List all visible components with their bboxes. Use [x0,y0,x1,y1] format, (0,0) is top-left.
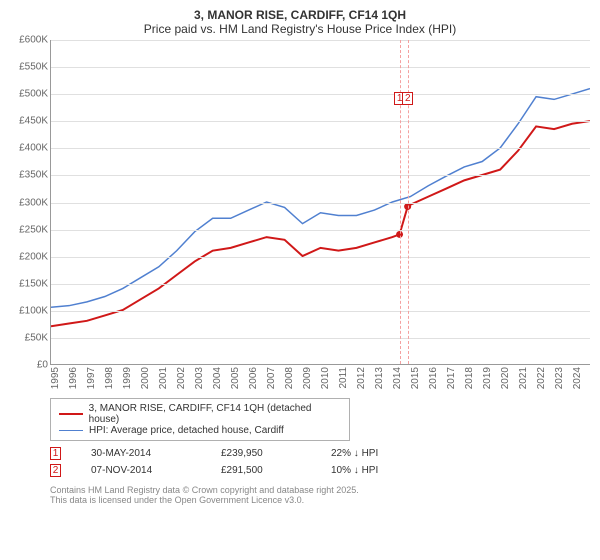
grid-line [51,175,590,176]
y-tick-label: £250K [19,224,48,235]
y-tick-label: £300K [19,197,48,208]
y-tick-label: £550K [19,62,48,73]
legend-row: HPI: Average price, detached house, Card… [59,425,341,436]
chart-container: 3, MANOR RISE, CARDIFF, CF14 1QH Price p… [0,0,600,560]
grid-line [51,257,590,258]
legend-swatch [59,430,83,432]
x-tick-label: 2022 [536,367,547,389]
marker-label: 2 [402,92,413,105]
y-tick-label: £50K [25,332,48,343]
legend: 3, MANOR RISE, CARDIFF, CF14 1QH (detach… [50,398,350,441]
y-axis: £0£50K£100K£150K£200K£250K£300K£350K£400… [10,40,50,365]
x-tick-label: 1995 [50,367,61,389]
x-tick-label: 2005 [230,367,241,389]
x-axis: 1995 1996 1997 1998 1999 2000 2001 2002 2003 2004… [50,365,590,395]
transaction-date: 30-MAY-2014 [91,448,191,459]
y-tick-label: £150K [19,278,48,289]
x-tick-label: 2014 [392,367,403,389]
x-tick-label: 2010 [320,367,331,389]
x-tick-label: 2003 [194,367,205,389]
x-tick-label: 2017 [446,367,457,389]
grid-line [51,40,590,41]
x-tick-label: 2013 [374,367,385,389]
transaction-row: 1 30-MAY-2014 £239,950 22% ↓ HPI [50,447,590,460]
grid-line [51,148,590,149]
chart-area: £0 £50K £100K £150K £200K £250K £300K £350K £400… [10,40,590,395]
legend-label: HPI: Average price, detached house, Card… [89,425,284,436]
transaction-diff: 22% ↓ HPI [331,448,431,459]
x-tick-label: 2021 [518,367,529,389]
chart-title: 3, MANOR RISE, CARDIFF, CF14 1QH [10,8,590,22]
x-tick-label: 2020 [500,367,511,389]
grid-line [51,311,590,312]
transaction-row: 2 07-NOV-2014 £291,500 10% ↓ HPI [50,464,590,477]
x-tick-label: 2008 [284,367,295,389]
footer-attribution: Contains HM Land Registry data © Crown c… [50,485,590,505]
y-tick-label: £200K [19,251,48,262]
transaction-price: £239,950 [221,448,301,459]
transactions-table: 1 30-MAY-2014 £239,950 22% ↓ HPI 2 07-NOV-201… [50,447,590,477]
y-tick-label: £100K [19,305,48,316]
x-tick-label: 2018 [464,367,475,389]
grid-line [51,230,590,231]
transaction-price: £291,500 [221,465,301,476]
x-tick-label: 2002 [176,367,187,389]
plot-region: 12 [50,40,590,365]
marker-dash [400,40,401,364]
series-line-price_paid [51,121,590,326]
legend-label: 3, MANOR RISE, CARDIFF, CF14 1QH (detach… [89,403,341,425]
x-tick-label: 1996 [68,367,79,389]
footer-line1: Contains HM Land Registry data © Crown c… [50,485,590,495]
x-tick-label: 2024 [572,367,583,389]
x-tick-label: 2019 [482,367,493,389]
legend-swatch [59,413,83,415]
legend-row: 3, MANOR RISE, CARDIFF, CF14 1QH (detach… [59,403,341,425]
x-tick-label: 1997 [86,367,97,389]
transaction-diff: 10% ↓ HPI [331,465,431,476]
y-tick-label: £400K [19,143,48,154]
grid-line [51,338,590,339]
x-tick-label: 2009 [302,367,313,389]
x-tick-label: 2016 [428,367,439,389]
grid-line [51,203,590,204]
x-tick-label: 2001 [158,367,169,389]
x-tick-label: 2006 [248,367,259,389]
grid-line [51,284,590,285]
x-tick-label: 2004 [212,367,223,389]
x-tick-label: 2015 [410,367,421,389]
x-tick-label: 2007 [266,367,277,389]
x-tick-label: 2000 [140,367,151,389]
marker-dash [408,40,409,364]
y-tick-label: £500K [19,89,48,100]
chart-subtitle: Price paid vs. HM Land Registry's House … [10,22,590,36]
y-tick-label: £0 [37,360,48,371]
x-tick-label: 2023 [554,367,565,389]
x-tick-label: 2011 [338,367,349,389]
transaction-num: 1 [50,447,61,460]
transaction-num: 2 [50,464,61,477]
x-tick-label: 2012 [356,367,367,389]
footer-line2: This data is licensed under the Open Gov… [50,495,590,505]
y-tick-label: £450K [19,116,48,127]
grid-line [51,94,590,95]
transaction-date: 07-NOV-2014 [91,465,191,476]
y-tick-label: £600K [19,35,48,46]
x-tick-label: 1999 [122,367,133,389]
x-tick-label: 1998 [104,367,115,389]
grid-line [51,67,590,68]
y-tick-label: £350K [19,170,48,181]
grid-line [51,121,590,122]
